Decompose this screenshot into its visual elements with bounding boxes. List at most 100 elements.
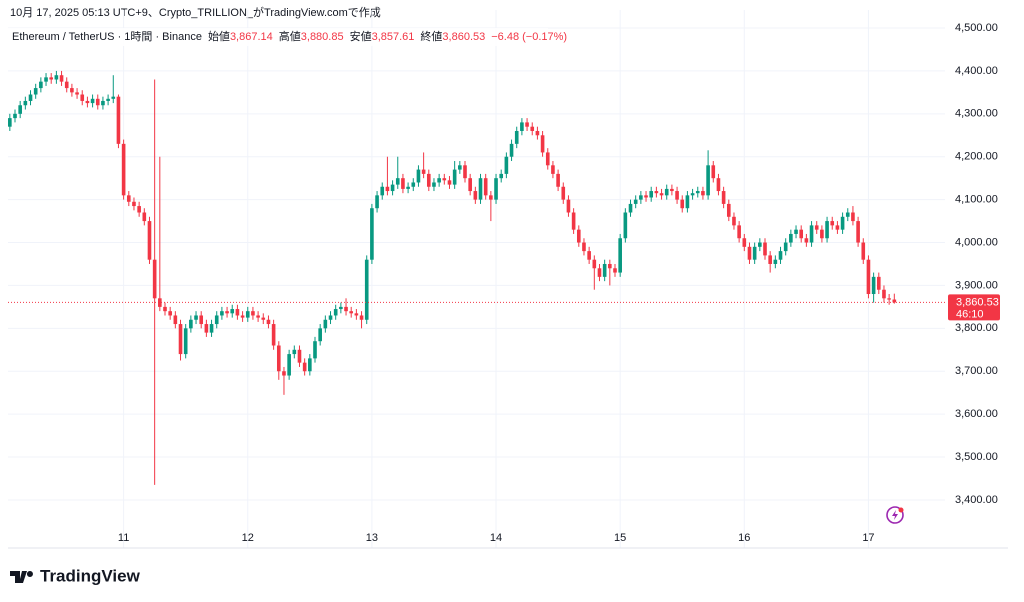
candle-body: [540, 135, 545, 153]
candle-body: [701, 191, 705, 196]
candle-body: [732, 216, 736, 226]
candle-body: [711, 165, 716, 179]
x-tick-label: 15: [614, 532, 626, 544]
candle-body: [876, 276, 881, 290]
candle-body: [220, 311, 224, 316]
candle-body: [845, 212, 850, 217]
candle-body: [659, 193, 664, 196]
candle-body: [778, 251, 783, 260]
candle-body: [318, 328, 322, 342]
candle-body: [618, 238, 622, 273]
candle-body: [768, 255, 772, 264]
caption: 10月 17, 2025 05:13 UTC+9、Crypto_TRILLION…: [10, 5, 381, 19]
candle-body: [706, 165, 710, 196]
candle-body: [416, 169, 421, 183]
candle-body: [44, 77, 48, 82]
candle-body: [282, 371, 286, 376]
candle-body: [214, 315, 219, 325]
y-tick-label: 4,100.00: [955, 194, 998, 206]
candle-body: [59, 75, 64, 82]
candle-body: [339, 306, 343, 310]
candle-body: [530, 126, 535, 131]
candle-body: [752, 246, 757, 260]
candle-body: [421, 169, 426, 174]
candle-body: [737, 225, 741, 239]
x-tick-label: 11: [118, 532, 129, 544]
last-price-label: 3,860.53: [956, 296, 999, 308]
candle-body: [276, 345, 281, 372]
y-tick-label: 3,700.00: [955, 365, 998, 377]
candle-body: [602, 263, 607, 277]
candle-body: [370, 208, 374, 260]
candle-body: [499, 173, 504, 179]
logo: TradingView: [10, 566, 141, 585]
candle-body: [597, 268, 602, 277]
candle-body: [535, 130, 540, 136]
candle-body: [473, 191, 478, 200]
y-tick-label: 4,300.00: [955, 108, 998, 120]
icon-ring: [886, 506, 904, 524]
candle-body: [608, 263, 612, 269]
candle-body: [261, 317, 266, 320]
candle-body: [163, 306, 167, 312]
candle-body: [225, 311, 229, 314]
candle-body: [820, 229, 824, 239]
ohlc-value: 3,860.53: [442, 31, 485, 43]
flash-icon[interactable]: [886, 506, 904, 524]
candle-body: [359, 315, 364, 320]
candle-body: [33, 88, 38, 95]
candle-body: [297, 349, 302, 363]
candle-body: [716, 178, 721, 192]
y-tick-label: 4,400.00: [955, 65, 998, 77]
candle-body: [189, 319, 193, 329]
candle-body: [230, 309, 235, 314]
candle-body: [685, 195, 690, 209]
candle-body: [690, 193, 695, 196]
candle-body: [675, 191, 679, 200]
candle-body: [520, 122, 524, 131]
candle-body: [551, 165, 555, 174]
candle-body: [680, 199, 685, 209]
candle-body: [649, 191, 654, 198]
candle-body: [354, 313, 359, 316]
candle-body: [783, 242, 788, 252]
candle-body: [695, 191, 700, 194]
candle-body: [121, 143, 126, 196]
candle-body: [556, 173, 560, 187]
candle-body: [390, 184, 395, 192]
candle-body: [763, 242, 767, 256]
candle-body: [887, 298, 891, 300]
candle-body: [830, 221, 835, 226]
ohlc-label: 高値: [279, 29, 301, 43]
candle-body: [313, 341, 317, 359]
candle-body: [799, 229, 804, 239]
x-tick-label: 12: [242, 532, 254, 544]
candle-body: [840, 216, 845, 230]
candle-body: [132, 201, 136, 207]
candle-body: [489, 195, 493, 200]
candle-body: [344, 306, 348, 312]
candle-body: [442, 178, 447, 181]
y-tick-label: 4,000.00: [955, 236, 998, 248]
candle-body: [866, 259, 871, 295]
candle-body: [39, 81, 43, 89]
candle-body: [670, 188, 674, 192]
candle-body: [380, 186, 385, 196]
candle-body: [13, 113, 17, 119]
candle-body: [835, 225, 840, 230]
candle-body: [742, 238, 747, 247]
y-tick-label: 4,200.00: [955, 151, 998, 163]
candle-body: [664, 188, 669, 196]
candle-body: [447, 180, 452, 185]
candle-body: [126, 195, 131, 202]
candle-body: [395, 178, 400, 185]
candle-body: [323, 319, 328, 329]
candle-body: [85, 100, 90, 104]
candle-body: [747, 246, 752, 260]
candle-body: [478, 178, 483, 200]
candle-body: [256, 315, 260, 318]
candle-body: [804, 238, 809, 243]
candle-body: [628, 203, 633, 213]
candle-body: [70, 88, 74, 93]
